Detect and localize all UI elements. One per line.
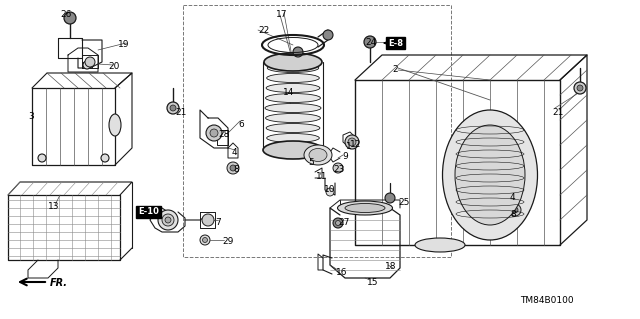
Text: 21: 21 — [175, 108, 186, 117]
Ellipse shape — [263, 141, 323, 159]
Text: 27: 27 — [338, 218, 349, 227]
Ellipse shape — [442, 110, 538, 240]
Ellipse shape — [267, 133, 319, 143]
Text: 17: 17 — [276, 10, 287, 19]
Circle shape — [293, 47, 303, 57]
Text: 12: 12 — [350, 140, 362, 149]
Text: 5: 5 — [308, 158, 314, 167]
Text: 28: 28 — [218, 130, 229, 139]
Text: 7: 7 — [215, 218, 221, 227]
Circle shape — [345, 135, 359, 149]
Text: E-8: E-8 — [388, 39, 403, 48]
Text: 16: 16 — [336, 268, 348, 277]
Circle shape — [210, 129, 218, 137]
Ellipse shape — [109, 114, 121, 136]
Circle shape — [85, 57, 95, 67]
Circle shape — [335, 220, 340, 226]
Text: E-10: E-10 — [138, 207, 159, 217]
Circle shape — [323, 30, 333, 40]
Text: 6: 6 — [238, 120, 244, 129]
Circle shape — [101, 154, 109, 162]
Circle shape — [170, 105, 176, 111]
Ellipse shape — [455, 125, 525, 225]
Ellipse shape — [337, 201, 392, 215]
Ellipse shape — [304, 145, 332, 165]
Text: 25: 25 — [398, 198, 410, 207]
Circle shape — [64, 12, 76, 24]
Ellipse shape — [345, 204, 385, 212]
Circle shape — [348, 138, 356, 146]
Text: 9: 9 — [342, 152, 348, 161]
Text: 19: 19 — [118, 40, 129, 49]
Circle shape — [162, 214, 174, 226]
Text: 24: 24 — [365, 38, 376, 47]
Ellipse shape — [265, 103, 321, 113]
Circle shape — [158, 210, 178, 230]
Text: TM84B0100: TM84B0100 — [520, 296, 573, 305]
Bar — [183, 5, 451, 257]
Circle shape — [165, 217, 171, 223]
Text: 14: 14 — [283, 88, 294, 97]
Text: 3: 3 — [28, 112, 34, 121]
Ellipse shape — [415, 238, 465, 252]
Circle shape — [202, 238, 207, 242]
Circle shape — [509, 204, 521, 216]
Text: 26: 26 — [60, 10, 72, 19]
Text: 13: 13 — [48, 202, 60, 211]
Circle shape — [167, 102, 179, 114]
Text: 18: 18 — [385, 262, 397, 271]
Text: 29: 29 — [222, 237, 234, 246]
Ellipse shape — [266, 123, 320, 132]
Text: 15: 15 — [367, 278, 378, 287]
Text: 1: 1 — [346, 142, 352, 151]
Text: 2: 2 — [392, 65, 397, 74]
Circle shape — [364, 36, 376, 48]
Circle shape — [206, 125, 222, 141]
Ellipse shape — [266, 114, 321, 122]
Circle shape — [577, 85, 583, 91]
Ellipse shape — [268, 63, 319, 72]
Text: FR.: FR. — [50, 278, 68, 288]
Text: 22: 22 — [258, 26, 269, 35]
Ellipse shape — [264, 53, 322, 71]
Ellipse shape — [266, 93, 321, 102]
Text: 10: 10 — [324, 185, 335, 194]
Ellipse shape — [266, 84, 320, 93]
Circle shape — [512, 207, 518, 213]
Circle shape — [333, 218, 343, 228]
Circle shape — [574, 82, 586, 94]
Circle shape — [38, 154, 46, 162]
Text: 23: 23 — [333, 165, 344, 174]
Circle shape — [202, 214, 214, 226]
Circle shape — [326, 188, 334, 196]
Circle shape — [200, 235, 210, 245]
Ellipse shape — [267, 73, 319, 83]
Circle shape — [385, 193, 395, 203]
Circle shape — [83, 61, 91, 69]
Text: 20: 20 — [108, 62, 120, 71]
Text: 8: 8 — [233, 165, 239, 174]
Circle shape — [227, 162, 239, 174]
Text: 11: 11 — [316, 172, 328, 181]
Ellipse shape — [309, 149, 327, 161]
Text: 4: 4 — [232, 148, 237, 157]
Text: 4: 4 — [510, 193, 516, 202]
Text: 21: 21 — [552, 108, 563, 117]
Text: 8: 8 — [510, 210, 516, 219]
Circle shape — [333, 163, 343, 173]
Circle shape — [230, 165, 236, 171]
